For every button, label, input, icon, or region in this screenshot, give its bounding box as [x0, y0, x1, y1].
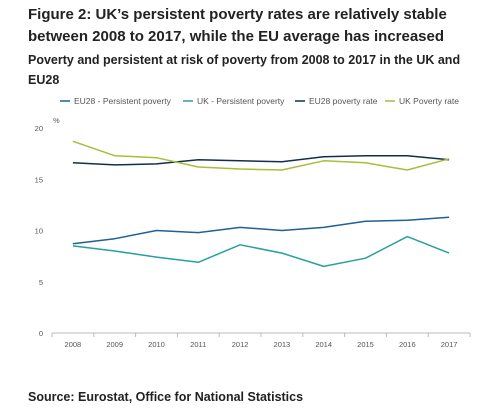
y-tick-label: 20	[35, 124, 43, 133]
series-lines	[72, 140, 450, 268]
x-tick-label: 2008	[65, 340, 82, 349]
legend-label: EU28 poverty rate	[309, 96, 378, 106]
x-tick-label: 2009	[106, 340, 123, 349]
source-note: Source: Eurostat, Office for National St…	[28, 390, 304, 404]
y-tick-label: 15	[35, 175, 43, 184]
x-tick-label: 2013	[274, 340, 291, 349]
legend: EU28 - Persistent poverty UK - Persistent…	[60, 96, 459, 106]
series-line-1	[72, 216, 450, 245]
x-tick-label: 2011	[190, 340, 206, 349]
x-axis: 2008 2009 2010 2011 2012 2013 2014 2015 2016 2017	[51, 332, 471, 349]
legend-label: UK Poverty rate	[399, 96, 459, 106]
series-line-3	[72, 154, 450, 166]
x-tick-label: 2014	[315, 340, 332, 349]
y-tick-label: 0	[39, 329, 43, 338]
chart-subtitle: Poverty and persistent at risk of povert…	[28, 53, 461, 87]
y-axis: 0 5 10 15 20	[35, 124, 43, 338]
series-line-4	[72, 140, 450, 171]
y-tick-label: 10	[35, 227, 43, 236]
figure-title: Figure 2: UK’s persistent poverty rates …	[28, 6, 447, 45]
line-chart: EU28 - Persistent poverty UK - Persistent…	[35, 96, 471, 349]
legend-label: UK - Persistent poverty	[197, 96, 285, 106]
y-axis-unit-label: %	[53, 116, 60, 125]
series-line-2	[72, 235, 450, 268]
x-tick-label: 2010	[148, 340, 165, 349]
x-tick-label: 2017	[441, 340, 458, 349]
y-tick-label: 5	[39, 278, 43, 287]
x-tick-label: 2012	[232, 340, 249, 349]
x-tick-label: 2016	[399, 340, 416, 349]
x-tick-label: 2015	[357, 340, 374, 349]
legend-label: EU28 - Persistent poverty	[74, 96, 172, 106]
